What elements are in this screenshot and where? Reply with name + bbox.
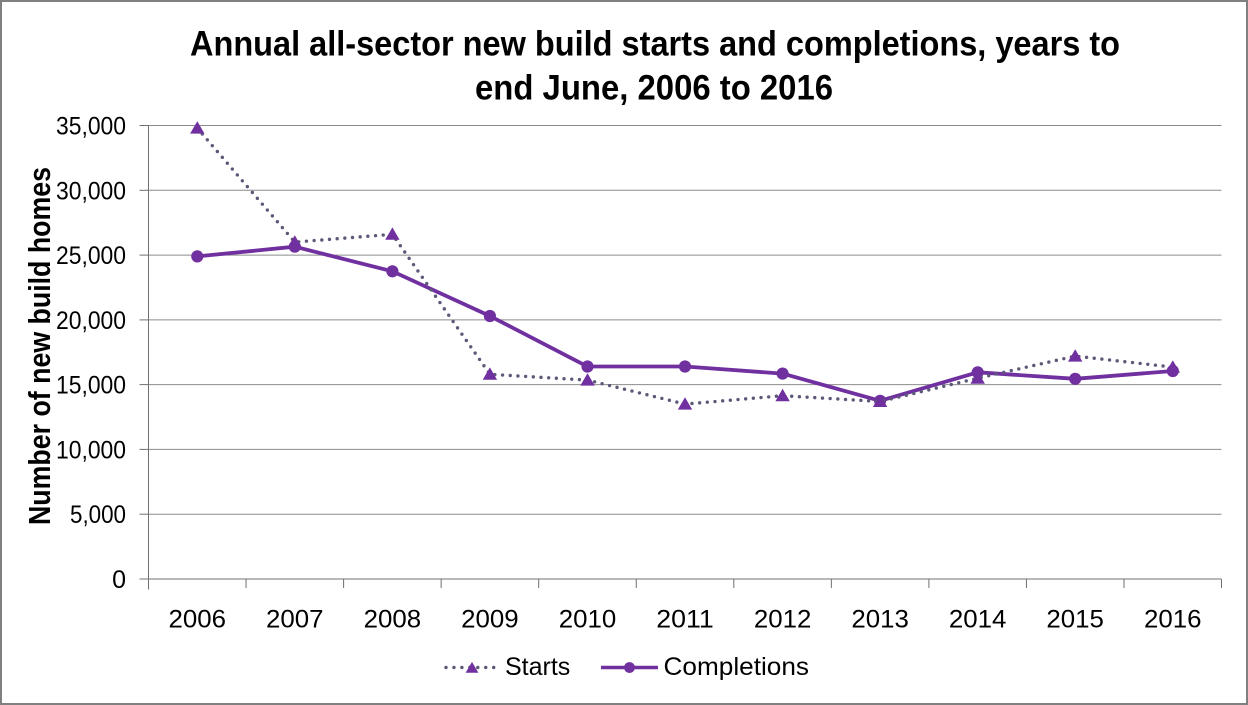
svg-text:Annual all-sector new build st: Annual all-sector new build starts and c… xyxy=(190,25,1120,64)
svg-text:2012: 2012 xyxy=(754,606,812,634)
svg-text:2016: 2016 xyxy=(1144,606,1202,634)
svg-text:10,000: 10,000 xyxy=(56,436,126,464)
svg-text:5,000: 5,000 xyxy=(70,501,126,529)
svg-text:2013: 2013 xyxy=(851,606,909,634)
svg-text:25,000: 25,000 xyxy=(56,242,126,270)
svg-text:Starts: Starts xyxy=(505,653,570,681)
svg-text:end June, 2006 to 2016: end June, 2006 to 2016 xyxy=(475,69,833,108)
svg-text:0: 0 xyxy=(112,566,126,594)
svg-text:2011: 2011 xyxy=(656,606,714,634)
svg-text:2009: 2009 xyxy=(461,606,519,634)
svg-text:2007: 2007 xyxy=(266,606,324,634)
svg-text:2006: 2006 xyxy=(169,606,227,634)
svg-text:Number of new build homes: Number of new build homes xyxy=(23,167,57,525)
svg-text:20,000: 20,000 xyxy=(56,307,126,335)
svg-text:2010: 2010 xyxy=(559,606,617,634)
svg-text:2014: 2014 xyxy=(949,606,1007,634)
svg-text:2008: 2008 xyxy=(364,606,422,634)
svg-text:15,000: 15,000 xyxy=(56,372,126,400)
svg-text:30,000: 30,000 xyxy=(56,177,126,205)
svg-text:2015: 2015 xyxy=(1046,606,1104,634)
svg-text:35,000: 35,000 xyxy=(56,113,126,141)
svg-text:Completions: Completions xyxy=(664,653,810,681)
